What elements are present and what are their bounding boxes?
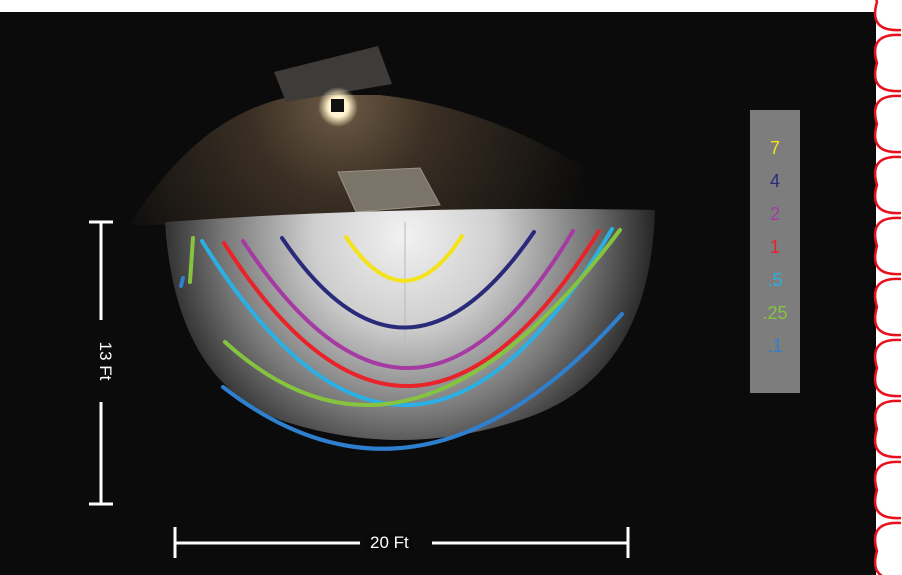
legend-entry-7: 7 bbox=[769, 138, 780, 158]
illuminated-floor bbox=[165, 208, 655, 440]
scallop-arc bbox=[873, 399, 902, 459]
isoline-0-1 bbox=[221, 312, 624, 451]
legend-entry-0-25: .25 bbox=[762, 303, 788, 323]
scallop-arc bbox=[873, 33, 902, 93]
scallop-arc bbox=[873, 0, 902, 32]
wall-panel bbox=[337, 167, 441, 213]
scalloped-border bbox=[873, 0, 902, 575]
width-dimension-label: 20 Ft bbox=[366, 533, 413, 553]
isoline-4 bbox=[280, 230, 536, 330]
scallop-arc bbox=[873, 338, 902, 398]
height-dimension bbox=[89, 220, 113, 506]
wall-light-spread bbox=[130, 95, 660, 225]
isoline-0-25 bbox=[223, 228, 622, 407]
width-dimension bbox=[173, 527, 630, 558]
legend-entry-0-5: .5 bbox=[767, 270, 783, 290]
height-dimension-label: 13 Ft bbox=[95, 321, 115, 401]
scallop-arc bbox=[873, 277, 902, 337]
wall-pack-light-icon bbox=[274, 46, 392, 102]
scallop-arc bbox=[873, 155, 902, 215]
isoline-0-5 bbox=[200, 227, 614, 407]
isoline-legend: 7 4 2 1 .5 .25 .1 bbox=[750, 110, 800, 393]
legend-entry-1: 1 bbox=[769, 237, 780, 257]
scallop-arc bbox=[873, 460, 902, 520]
legend-entry-0-1: .1 bbox=[767, 336, 783, 356]
isoline-1 bbox=[222, 229, 601, 389]
isoline-7 bbox=[344, 234, 464, 283]
legend-entry-2: 2 bbox=[769, 204, 780, 224]
scallop-arc bbox=[873, 216, 902, 276]
light-lens bbox=[331, 99, 344, 112]
isoline-2 bbox=[241, 229, 575, 370]
scallop-arc bbox=[873, 94, 902, 154]
scallop-arc bbox=[873, 521, 902, 575]
isoline-0-1-left bbox=[179, 276, 185, 288]
isoline-0-25-left bbox=[188, 236, 195, 284]
top-strip bbox=[0, 0, 902, 12]
isoline-group bbox=[179, 227, 624, 451]
legend-entry-4: 4 bbox=[769, 171, 780, 191]
